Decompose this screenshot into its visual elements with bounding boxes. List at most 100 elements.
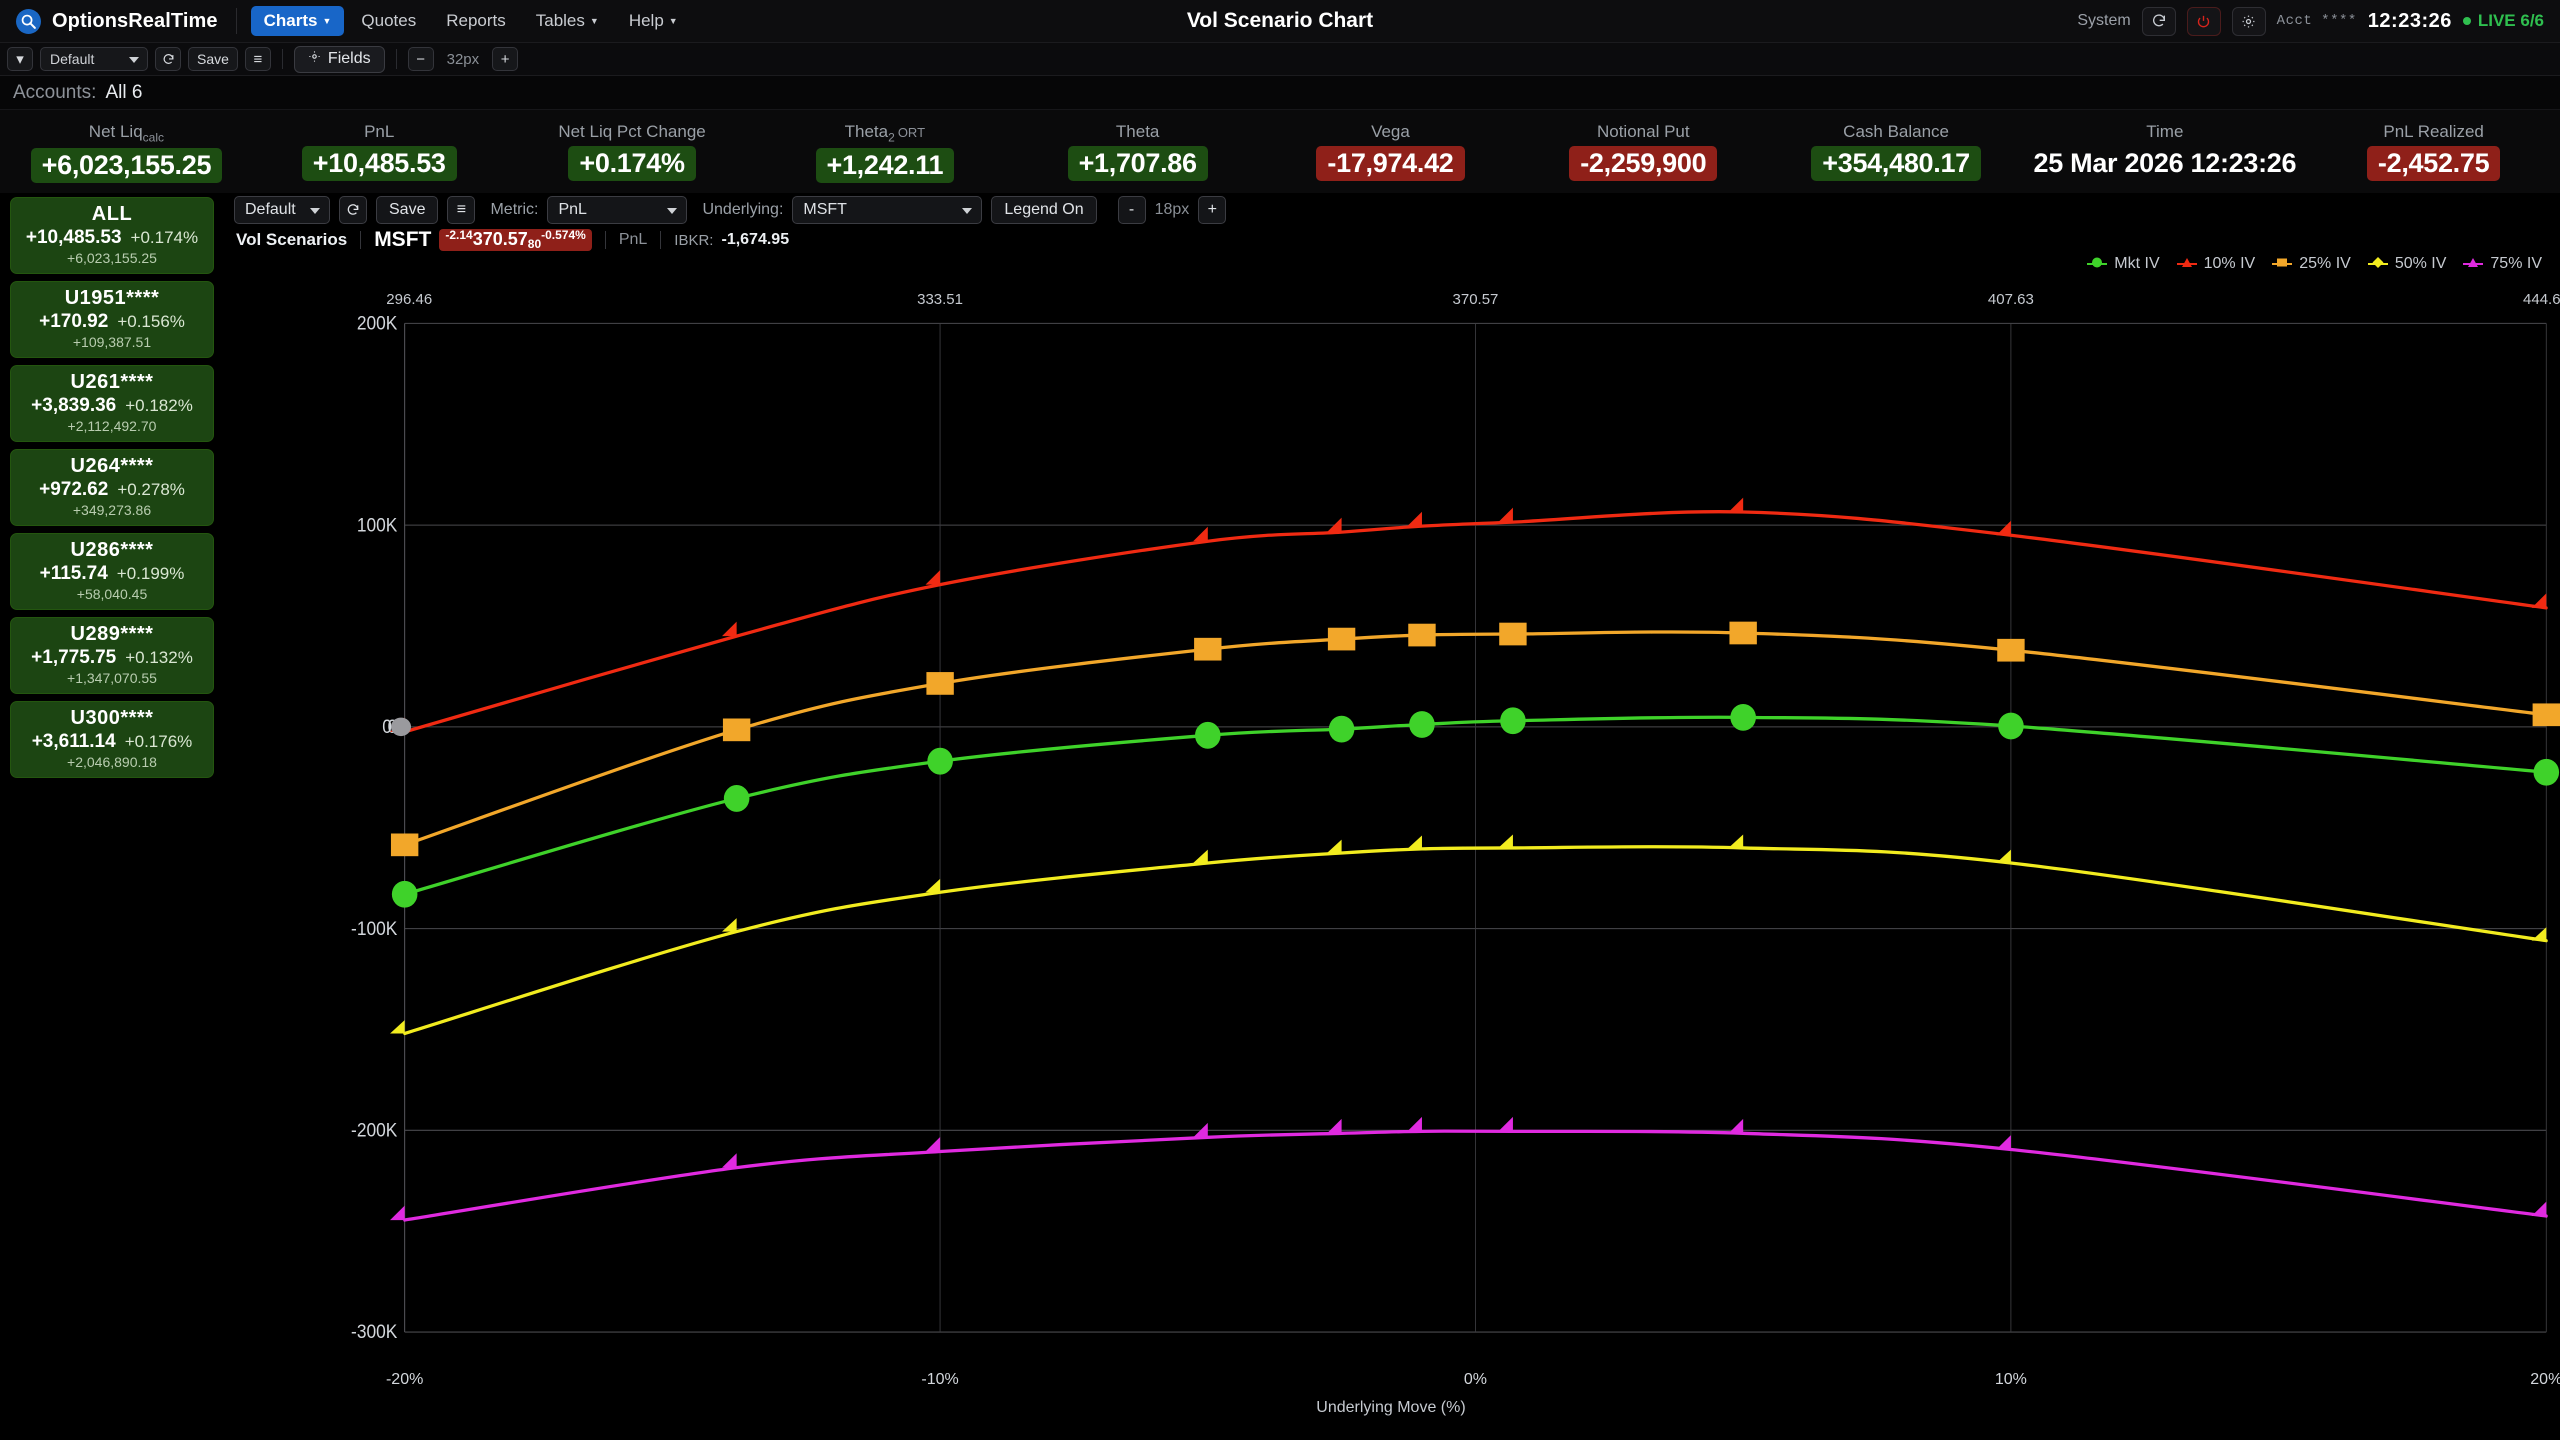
accounts-bar: Accounts: All 6 (0, 76, 2560, 110)
chart-font-decrease-button[interactable]: - (1117, 195, 1146, 224)
kpi-value: +354,480.17 (1811, 146, 1981, 181)
account-name: U261**** (70, 371, 154, 394)
reload-icon[interactable] (155, 47, 181, 71)
account-row: +10,485.53 +0.174% (17, 227, 207, 249)
legend-marker-icon (2181, 255, 2192, 273)
account-card[interactable]: U300**** +3,611.14 +0.176% +2,046,890.18 (10, 701, 214, 779)
chart-reload-icon[interactable] (339, 195, 367, 224)
accounts-sidebar: ALL +10,485.53 +0.174% +6,023,155.25 U1951**… (0, 193, 222, 1423)
kpi-label: Theta (1115, 122, 1160, 141)
account-card[interactable]: U286**** +115.74 +0.199% +58,040.45 (10, 533, 214, 611)
nav-item-charts[interactable]: Charts ▼ (250, 6, 345, 36)
legend-swatch (2463, 258, 2484, 268)
top-axis-tick-label: 296.46 (386, 291, 433, 309)
font-decrease-button[interactable]: − (407, 47, 434, 71)
account-pnl: +170.92 (39, 311, 109, 333)
legend-item[interactable]: Mkt IV (2087, 255, 2160, 273)
save-label: Save (197, 51, 229, 67)
metric-select[interactable]: PnL (547, 195, 688, 224)
svg-text:-100K: -100K (351, 917, 398, 939)
account-card[interactable]: U264**** +972.62 +0.278% +349,273.86 (10, 449, 214, 527)
kpi-value: +1,707.86 (1067, 146, 1208, 181)
nav-label: Tables (535, 11, 585, 30)
legend-marker-icon (2372, 255, 2384, 273)
chart-menu-icon[interactable]: ≡ (447, 195, 476, 224)
legend-item[interactable]: 10% IV (2176, 255, 2255, 273)
main-nav: Charts ▼ Quotes Reports Tables ▼ Help ▼ (250, 6, 691, 36)
account-pnl: +10,485.53 (25, 227, 122, 249)
live-status-badge: LIVE 6/6 (2462, 11, 2544, 31)
nav-item-quotes[interactable]: Quotes (348, 6, 429, 36)
svg-text:200K: 200K (357, 312, 398, 334)
legend-toggle-button[interactable]: Legend On (991, 195, 1097, 224)
legend-swatch (2087, 257, 2108, 268)
accounts-value[interactable]: All 6 (105, 81, 143, 103)
refresh-icon[interactable] (2141, 6, 2176, 36)
nav-item-tables[interactable]: Tables ▼ (523, 6, 612, 36)
nav-item-reports[interactable]: Reports (433, 6, 519, 36)
sub-divider-3 (660, 231, 662, 250)
kpi-label: Cash Balance (1843, 122, 1950, 141)
svg-text:-300K: -300K (351, 1321, 398, 1343)
chart-preset-value: Default (245, 200, 296, 218)
legend-swatch (2176, 258, 2197, 268)
legend-item[interactable]: 75% IV (2463, 255, 2542, 273)
account-row: +1,775.75 +0.132% (17, 647, 207, 669)
chevron-down-icon: ▼ (589, 16, 599, 26)
underlying-select[interactable]: MSFT (792, 195, 983, 224)
legend-item[interactable]: 25% IV (2272, 255, 2351, 273)
kpi-label: Notional Put (1596, 122, 1690, 141)
account-pct: +0.278% (117, 480, 185, 500)
kpi-tile: PnL +10,485.53 (253, 122, 506, 183)
font-increase-button[interactable]: + (492, 47, 519, 71)
x-axis-tick-label: 20% (2530, 1371, 2560, 1389)
account-row: +3,839.36 +0.182% (17, 395, 207, 417)
account-name: U300**** (70, 707, 154, 730)
chart-save-label: Save (389, 200, 426, 218)
account-card[interactable]: ALL +10,485.53 +0.174% +6,023,155.25 (10, 197, 214, 275)
menu-icon[interactable]: ≡ (244, 47, 271, 71)
nav-label: Charts (263, 11, 318, 30)
quote-price: 370.57 (472, 229, 528, 250)
svg-text:-200K: -200K (351, 1119, 398, 1141)
quote-change: -2.14 (445, 228, 473, 243)
kpi-label: PnL (364, 122, 395, 141)
chart-preset-select[interactable]: Default (234, 195, 330, 224)
account-pct: +0.156% (117, 312, 185, 332)
kpi-label-sub: 2 (888, 130, 895, 145)
save-button[interactable]: Save (188, 47, 238, 71)
account-card[interactable]: U289**** +1,775.75 +0.132% +1,347,070.55 (10, 617, 214, 695)
sub-divider (360, 231, 362, 250)
nav-item-help[interactable]: Help ▼ (616, 6, 691, 36)
legend-label: Mkt IV (2114, 255, 2160, 273)
kpi-label: Vega (1371, 122, 1410, 141)
plot-wrapper: 296.46 333.51 370.57 407.63 444.6 200K 100K 0 -… (222, 289, 2560, 1423)
power-icon[interactable] (2186, 6, 2221, 36)
preset-select[interactable]: Default (40, 47, 148, 71)
kpi-label: Time (2146, 122, 2184, 141)
account-card[interactable]: U1951**** +170.92 +0.156% +109,387.51 (10, 281, 214, 359)
secondary-toolbar: ▾ Default Save ≡ Fields − 32px + (0, 43, 2560, 76)
account-netliq: +109,387.51 (72, 334, 152, 351)
app-logo-icon (16, 8, 41, 34)
metric-label: Metric: (490, 200, 539, 218)
accounts-label: Accounts: (13, 81, 97, 103)
chart-save-button[interactable]: Save (376, 195, 439, 224)
gear-icon[interactable] (2231, 6, 2266, 36)
chart-font-increase-button[interactable]: + (1198, 195, 1227, 224)
account-netliq: +6,023,155.25 (67, 250, 157, 267)
top-axis-tick-label: 370.57 (1452, 291, 1499, 309)
kpi-tile: Net Liq Pct Change +0.174% (506, 122, 759, 183)
layout-dropdown-toggle[interactable]: ▾ (7, 47, 33, 71)
nav-label: Help (628, 11, 664, 30)
live-label: LIVE 6/6 (2477, 11, 2544, 30)
legend-item[interactable]: 50% IV (2367, 255, 2446, 273)
account-card[interactable]: U261**** +3,839.36 +0.182% +2,112,492.70 (10, 365, 214, 443)
nav-label: Quotes (361, 11, 417, 30)
chart-legend: Mkt IV 10% IV 25% IV 50% IV 75% IV (2087, 255, 2542, 273)
legend-marker-icon (2277, 255, 2288, 273)
account-netliq: +349,273.86 (72, 502, 152, 519)
top-axis-tick-label: 333.51 (917, 291, 964, 309)
fields-button[interactable]: Fields (293, 45, 385, 73)
